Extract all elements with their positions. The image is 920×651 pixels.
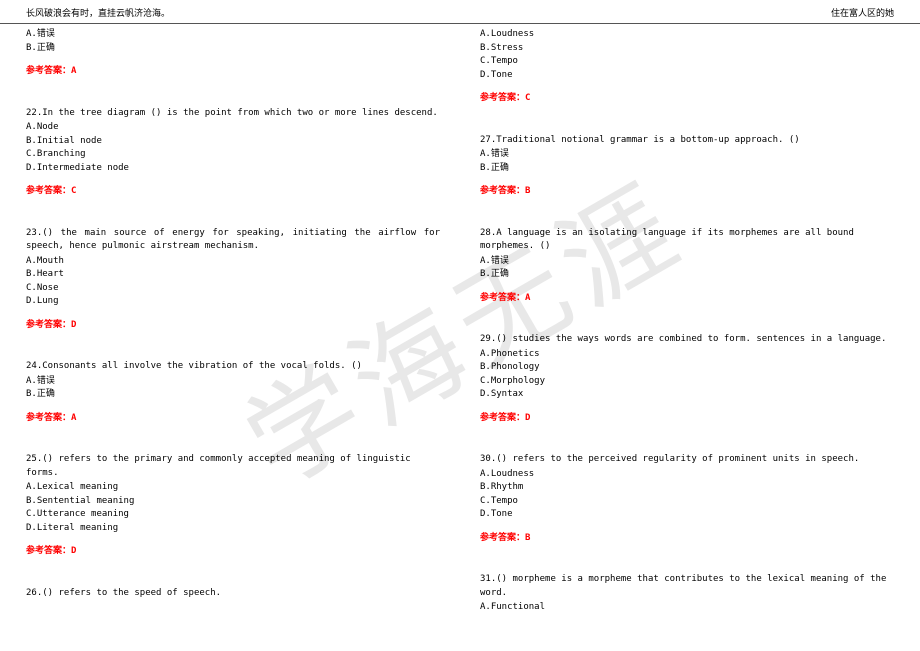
option: D.Syntax <box>480 388 894 402</box>
option: A.Mouth <box>26 255 440 269</box>
q26-block: 26.() refers to the speed of speech. <box>26 587 440 601</box>
q30-block: 30.() refers to the perceived regularity… <box>480 453 894 545</box>
header-left: 长风破浪会有时，直挂云帆济沧海。 <box>26 6 170 19</box>
option: B.Sentential meaning <box>26 495 440 509</box>
q24-block: 24.Consonants all involve the vibration … <box>26 360 440 425</box>
question-text: 24.Consonants all involve the vibration … <box>26 360 440 374</box>
right-column: A.Loudness B.Stress C.Tempo D.Tone 参考答案：… <box>460 28 894 643</box>
option: B.Stress <box>480 42 894 56</box>
header-right: 住在富人区的她 <box>831 6 894 19</box>
option: D.Lung <box>26 295 440 309</box>
option: B.Rhythm <box>480 481 894 495</box>
question-text: 30.() refers to the perceived regularity… <box>480 453 894 467</box>
question-text: 26.() refers to the speed of speech. <box>26 587 440 601</box>
option: C.Utterance meaning <box>26 508 440 522</box>
option: B.Initial node <box>26 135 440 149</box>
option: A.Loudness <box>480 28 894 42</box>
question-text: 28.A language is an isolating language i… <box>480 227 894 254</box>
q27-block: 27.Traditional notional grammar is a bot… <box>480 134 894 199</box>
option: B.正确 <box>480 162 894 176</box>
option: A.Phonetics <box>480 348 894 362</box>
q22-block: 22.In the tree diagram () is the point f… <box>26 107 440 199</box>
question-text: 29.() studies the ways words are combine… <box>480 333 894 347</box>
left-column: A.错误 B.正确 参考答案：A 22.In the tree diagram … <box>26 28 460 643</box>
option: D.Tone <box>480 69 894 83</box>
option: A.Node <box>26 121 440 135</box>
option: A.错误 <box>480 255 894 269</box>
content-container: A.错误 B.正确 参考答案：A 22.In the tree diagram … <box>0 24 920 647</box>
question-text: 31.() morpheme is a morpheme that contri… <box>480 573 894 600</box>
option: A.Functional <box>480 601 894 615</box>
answer: 参考答案：B <box>480 532 894 546</box>
answer: 参考答案：C <box>26 185 440 199</box>
option: D.Tone <box>480 508 894 522</box>
answer: 参考答案：A <box>480 292 894 306</box>
q29-block: 29.() studies the ways words are combine… <box>480 333 894 425</box>
option: D.Literal meaning <box>26 522 440 536</box>
option: A.错误 <box>26 28 440 42</box>
option: C.Tempo <box>480 495 894 509</box>
question-text: 23.() the main source of energy for spea… <box>26 227 440 254</box>
question-text: 27.Traditional notional grammar is a bot… <box>480 134 894 148</box>
question-text: 25.() refers to the primary and commonly… <box>26 453 440 480</box>
option: C.Morphology <box>480 375 894 389</box>
option: B.正确 <box>26 388 440 402</box>
answer: 参考答案：D <box>26 545 440 559</box>
option: B.Heart <box>26 268 440 282</box>
answer: 参考答案：C <box>480 92 894 106</box>
option: A.Loudness <box>480 468 894 482</box>
q21-continuation: A.错误 B.正确 参考答案：A <box>26 28 440 79</box>
option: C.Tempo <box>480 55 894 69</box>
option: C.Branching <box>26 148 440 162</box>
page-header: 长风破浪会有时，直挂云帆济沧海。 住在富人区的她 <box>0 0 920 24</box>
option: D.Intermediate node <box>26 162 440 176</box>
answer: 参考答案：B <box>480 185 894 199</box>
option: A.Lexical meaning <box>26 481 440 495</box>
option: C.Nose <box>26 282 440 296</box>
option: B.正确 <box>26 42 440 56</box>
option: B.Phonology <box>480 361 894 375</box>
answer: 参考答案：A <box>26 65 440 79</box>
option: B.正确 <box>480 268 894 282</box>
answer: 参考答案：D <box>26 319 440 333</box>
q31-block: 31.() morpheme is a morpheme that contri… <box>480 573 894 615</box>
answer: 参考答案：D <box>480 412 894 426</box>
q23-block: 23.() the main source of energy for spea… <box>26 227 440 333</box>
answer: 参考答案：A <box>26 412 440 426</box>
q25-block: 25.() refers to the primary and commonly… <box>26 453 440 559</box>
q28-block: 28.A language is an isolating language i… <box>480 227 894 306</box>
q26-continuation: A.Loudness B.Stress C.Tempo D.Tone 参考答案：… <box>480 28 894 106</box>
option: A.错误 <box>26 375 440 389</box>
question-text: 22.In the tree diagram () is the point f… <box>26 107 440 121</box>
option: A.错误 <box>480 148 894 162</box>
